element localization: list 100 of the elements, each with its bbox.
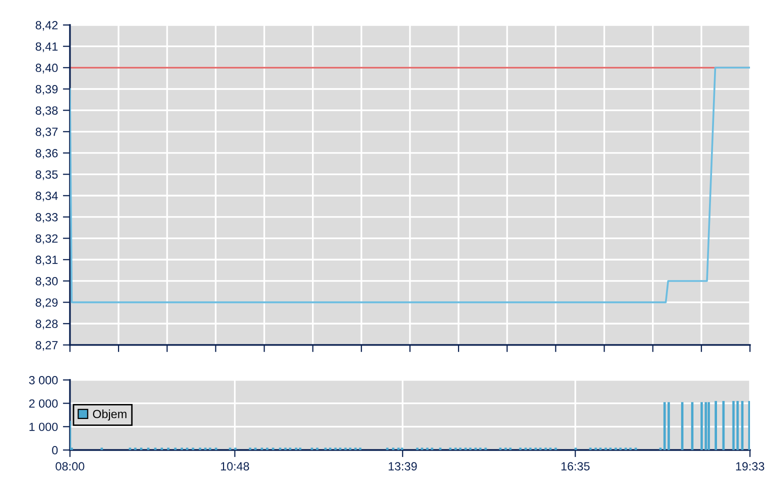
bar <box>416 448 419 450</box>
bar <box>469 448 472 450</box>
bar <box>288 448 292 450</box>
bar <box>609 448 612 450</box>
bar <box>504 448 507 450</box>
y-tick-label: 8,31 <box>36 256 58 266</box>
bar <box>344 448 347 450</box>
y-tick-label: 8,27 <box>36 340 58 351</box>
bar <box>499 448 502 450</box>
bar <box>278 448 282 450</box>
bar <box>284 448 287 450</box>
bar <box>681 402 684 450</box>
y-tick-label: 8,34 <box>36 192 58 202</box>
bar <box>614 448 617 450</box>
bar <box>479 448 482 450</box>
bar <box>272 448 274 450</box>
bar <box>100 448 103 450</box>
bar <box>464 448 467 450</box>
bar <box>454 448 457 450</box>
bar <box>604 448 607 450</box>
bar <box>589 448 592 450</box>
legend-label: Objem <box>92 410 126 421</box>
bar <box>659 448 662 450</box>
bar <box>310 448 314 450</box>
y-tick-label: 8,33 <box>36 213 58 223</box>
bar <box>736 400 739 450</box>
bar <box>544 448 547 450</box>
y-tick-label: 2 000 <box>29 399 58 408</box>
bar <box>439 448 442 450</box>
bar <box>474 448 477 450</box>
bar <box>198 448 202 450</box>
bar <box>619 448 622 450</box>
bar <box>549 448 552 450</box>
y-tick-label: 1 000 <box>30 422 58 432</box>
bar <box>228 448 232 450</box>
bar <box>154 448 157 450</box>
bar <box>741 400 744 450</box>
bar <box>700 402 703 450</box>
bar <box>708 402 710 450</box>
bar <box>484 448 487 450</box>
bar <box>539 448 542 450</box>
y-tick-label: 8,37 <box>36 128 58 138</box>
x-tick-label: 16:35 <box>561 462 590 470</box>
y-tick-label: 8,28 <box>36 320 58 330</box>
bar <box>624 448 627 450</box>
bar <box>691 402 694 450</box>
bar <box>629 448 632 450</box>
bar <box>260 448 264 450</box>
y-tick-label: 8,30 <box>36 277 58 287</box>
bar <box>324 448 327 450</box>
x-tick-label: 19:33 <box>736 462 764 470</box>
bar <box>430 448 434 450</box>
bar <box>192 448 194 450</box>
bar <box>234 448 237 450</box>
y-tick-label: 8,35 <box>36 170 58 180</box>
bar <box>594 448 597 450</box>
x-tick-label: 13:39 <box>388 462 417 470</box>
bar <box>298 448 302 450</box>
bar <box>554 448 557 450</box>
bar <box>160 448 163 450</box>
bar <box>599 448 602 450</box>
bar <box>334 448 337 450</box>
x-tick-label: 10:48 <box>220 462 250 470</box>
bar <box>214 448 218 450</box>
bar <box>174 448 177 450</box>
bar <box>748 400 750 450</box>
bar <box>449 448 452 450</box>
bar <box>329 448 332 450</box>
y-tick-label: 8,36 <box>36 149 58 159</box>
bar <box>254 448 257 450</box>
bar <box>574 448 577 450</box>
y-tick-label: 8,41 <box>36 42 58 52</box>
bar <box>386 448 388 450</box>
bar <box>316 448 318 450</box>
bar <box>134 448 136 450</box>
y-tick-label: 0 <box>52 446 58 454</box>
bar <box>180 448 184 450</box>
bar <box>147 448 150 450</box>
bar <box>294 448 298 450</box>
bar <box>339 448 342 450</box>
x-tick-label: 08:00 <box>56 462 84 470</box>
y-tick-label: 8,38 <box>36 106 58 116</box>
bar <box>426 448 429 450</box>
bar <box>634 448 637 450</box>
line-series <box>70 66 750 304</box>
bar <box>208 448 212 450</box>
bar <box>349 448 352 450</box>
y-tick-label: 3 000 <box>29 376 58 384</box>
bar <box>519 448 522 450</box>
bar <box>392 448 394 450</box>
bar <box>714 400 717 450</box>
bar <box>509 448 512 450</box>
y-tick-label: 8,39 <box>36 85 58 95</box>
bar <box>668 402 670 450</box>
bar <box>663 402 666 450</box>
bar <box>204 448 207 450</box>
bar <box>529 448 532 450</box>
bar <box>534 448 537 450</box>
bar <box>140 448 142 450</box>
bar <box>128 448 132 450</box>
